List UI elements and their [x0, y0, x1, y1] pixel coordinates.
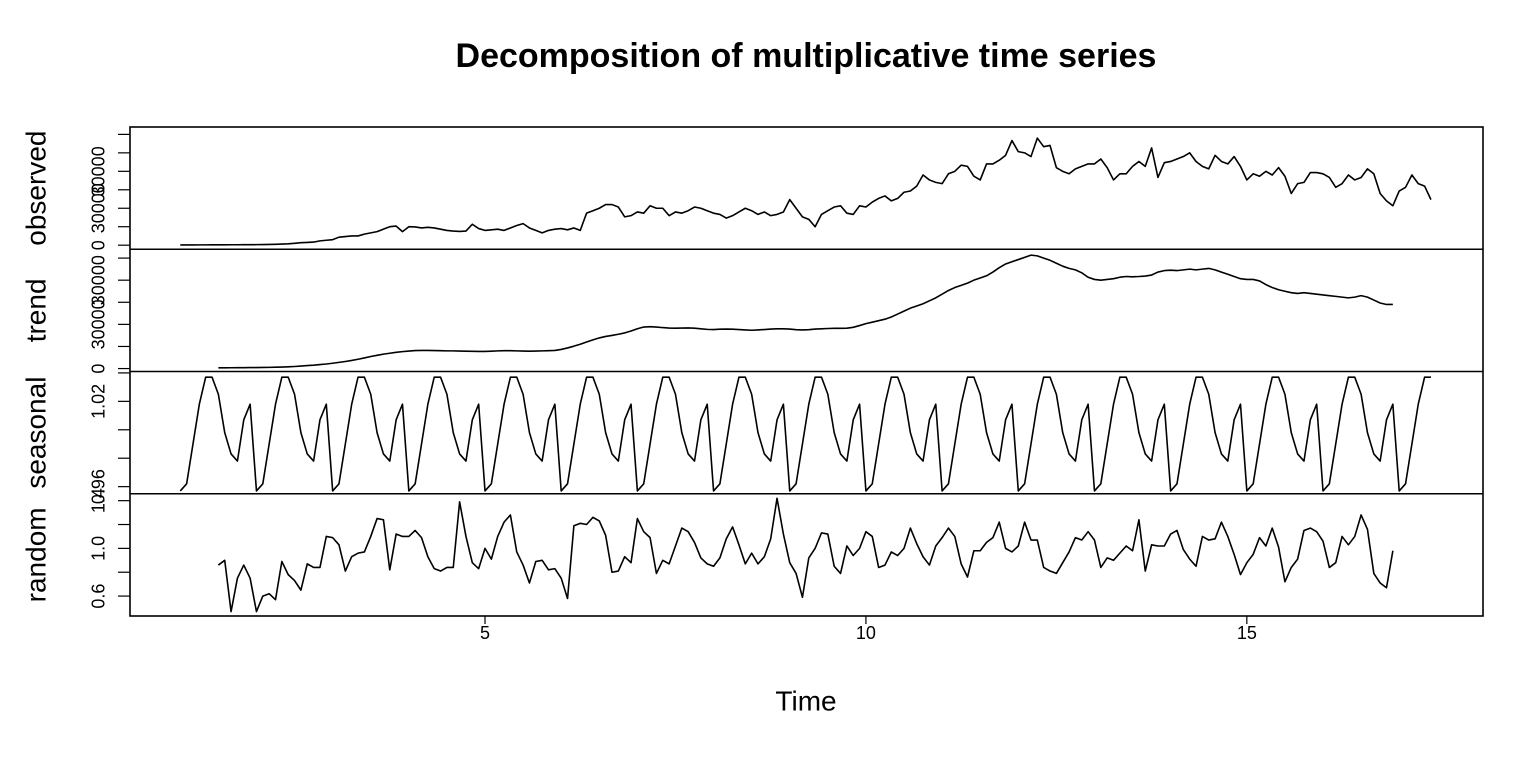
series-line — [217, 497, 1394, 613]
series-line — [179, 376, 1431, 492]
y-tick-label: 1.02 — [89, 384, 109, 419]
panel-label: trend — [20, 278, 51, 342]
y-tick-label: 0.96 — [89, 469, 109, 504]
y-tick-label: 1.0 — [89, 536, 109, 561]
y-tick-label: 1.4 — [89, 488, 109, 513]
plot-frame — [129, 126, 1484, 617]
x-tick-label: 10 — [856, 623, 876, 643]
chart-title: Decomposition of multiplicative time ser… — [456, 37, 1157, 75]
panel-label: observed — [20, 131, 51, 246]
panel-label: random — [20, 507, 51, 602]
x-tick-label: 15 — [1237, 623, 1257, 643]
series-line — [180, 137, 1432, 246]
y-tick-label: 30000 — [89, 183, 109, 233]
panel-label: seasonal — [20, 377, 51, 489]
y-tick-label: 0 — [89, 240, 109, 250]
y-tick-label: 0.6 — [89, 584, 109, 609]
x-tick-label: 5 — [480, 623, 490, 643]
series-line — [218, 254, 1393, 369]
y-tick-label: 30000 — [89, 299, 109, 349]
y-tick-label: 30000 — [89, 255, 109, 305]
y-tick-label: 30000 — [89, 146, 109, 196]
x-axis-label: Time — [775, 685, 836, 716]
y-tick-label: 0 — [89, 364, 109, 374]
